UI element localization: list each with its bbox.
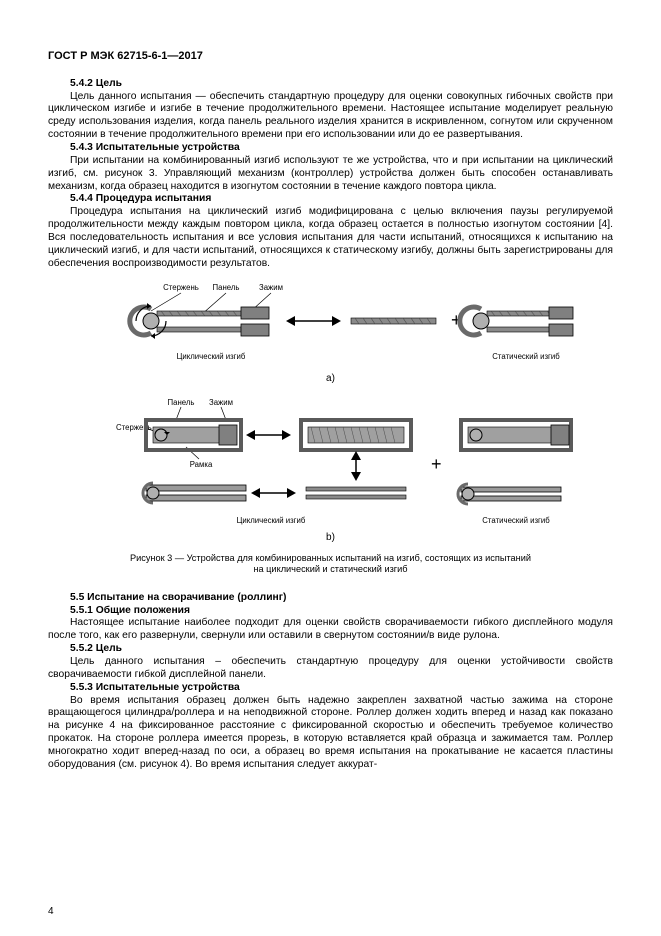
figure-sub-a: a) (48, 373, 613, 386)
heading-5-4-3: 5.4.3 Испытательные устройства (48, 142, 613, 155)
label-clamp: Зажим (259, 283, 283, 292)
document-id: ГОСТ Р МЭК 62715-6-1—2017 (48, 50, 613, 64)
para-5-5-1: Настоящее испытание наиболее подходит дл… (48, 617, 613, 643)
para-5-4-3: При испытании на комбинированный изгиб и… (48, 155, 613, 194)
figure-3a: Стержень Панель Зажим (48, 281, 613, 386)
heading-5-5: 5.5 Испытание на сворачивание (роллинг) (48, 592, 613, 605)
heading-5-5-3: 5.5.3 Испытательные устройства (48, 682, 613, 695)
figure-3b: Панель Зажим Стержень Рамка (48, 395, 613, 545)
heading-5-4-2: 5.4.2 Цель (48, 78, 613, 91)
label-frame-b: Рамка (189, 460, 212, 469)
figure-sub-b: b) (48, 532, 613, 545)
para-5-4-4: Процедура испытания на циклический изгиб… (48, 206, 613, 270)
figure-caption-line2: на циклический и статический изгиб (253, 564, 407, 574)
para-5-5-3: Во время испытания образец должен быть н… (48, 695, 613, 772)
para-5-4-2: Цель данного испытания — обеспечить стан… (48, 91, 613, 142)
plus-icon-b: + (431, 454, 442, 474)
label-rod: Стержень (163, 283, 199, 292)
para-5-5-2: Цель данного испытания – обеспечить стан… (48, 656, 613, 682)
heading-5-4-4: 5.4.4 Процедура испытания (48, 193, 613, 206)
label-static-b: Статический изгиб (482, 516, 550, 525)
figure-caption-line1: Рисунок 3 — Устройства для комбинированн… (130, 553, 531, 563)
page: ГОСТ Р МЭК 62715-6-1—2017 5.4.2 Цель Цел… (0, 0, 661, 936)
label-cyclic-b: Циклический изгиб (236, 516, 305, 525)
label-static-a: Статический изгиб (492, 352, 560, 361)
heading-5-5-2: 5.5.2 Цель (48, 643, 613, 656)
figure-caption: Рисунок 3 — Устройства для комбинированн… (48, 553, 613, 576)
label-panel: Панель (212, 283, 239, 292)
label-clamp-b: Зажим (209, 398, 233, 407)
page-number: 4 (48, 906, 54, 919)
label-panel-b: Панель (167, 398, 194, 407)
double-arrow-icon (286, 316, 341, 326)
label-cyclic-a: Циклический изгиб (176, 352, 245, 361)
heading-5-5-1: 5.5.1 Общие положения (48, 605, 613, 618)
